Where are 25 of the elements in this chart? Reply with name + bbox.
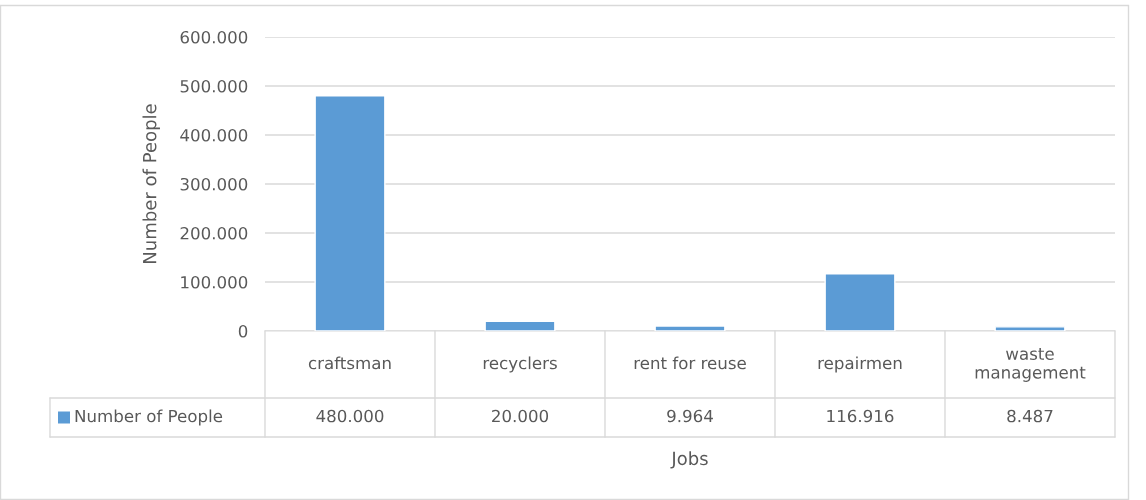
y-tick-label: 500.000	[180, 79, 248, 93]
x-tick-label: rent for reuse	[634, 356, 746, 370]
x-tick-label: repairmen	[818, 356, 902, 373]
y-tick-label: 400.000	[180, 128, 248, 142]
x-tick-label: waste management	[975, 348, 1086, 382]
data-label: 480.000	[316, 409, 384, 423]
x-axis-title: Jobs	[670, 451, 708, 469]
data-label: 20.000	[492, 409, 549, 423]
data-label: 8.487	[1007, 409, 1053, 423]
bar	[314, 95, 386, 331]
y-axis-title: Number of People	[142, 104, 160, 263]
y-tick-label: 100.000	[181, 275, 248, 289]
bar	[994, 326, 1066, 331]
y-tick-label: 0	[238, 324, 248, 338]
x-tick-label: craftsman	[308, 356, 391, 370]
bar	[484, 320, 556, 331]
legend-label: Number of People	[75, 409, 223, 426]
bar	[824, 273, 896, 331]
y-tick-label: 200.000	[180, 226, 248, 240]
y-tick-label: 300.000	[180, 177, 248, 191]
x-tick-label: recyclers	[483, 356, 557, 373]
data-label: 116.916	[827, 409, 894, 423]
y-tick-label: 600.000	[180, 30, 248, 44]
bar	[654, 325, 726, 331]
data-label: 9.964	[667, 409, 713, 423]
